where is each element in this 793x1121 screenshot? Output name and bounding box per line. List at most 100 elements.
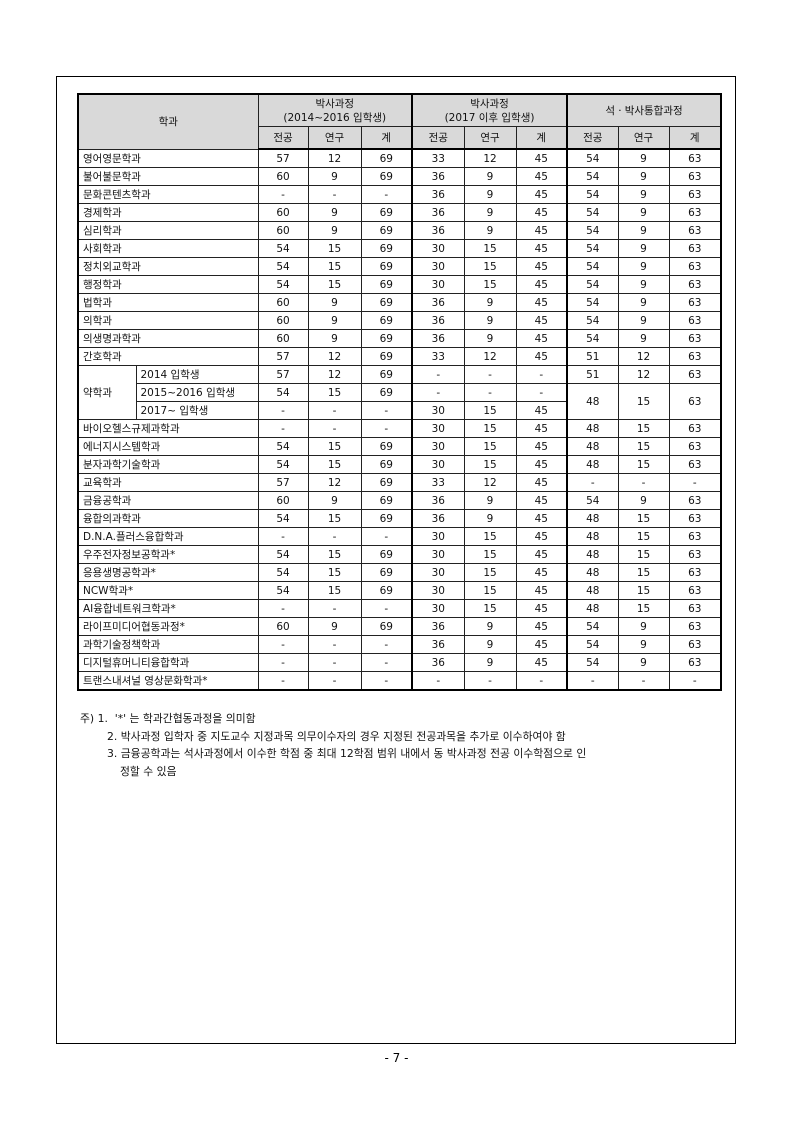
table-cell: - xyxy=(566,671,619,691)
table-cell: 9 xyxy=(617,167,670,186)
table-cell: 45 xyxy=(515,275,568,294)
table-cell: 15 xyxy=(307,581,362,600)
table-cell: 9 xyxy=(463,329,517,348)
header-sub-col: 계 xyxy=(668,126,722,150)
table-cell: 45 xyxy=(515,509,568,528)
table-cell: 69 xyxy=(360,437,413,456)
dept-name: NCW학과* xyxy=(77,581,259,600)
table-cell: 45 xyxy=(515,437,568,456)
table-cell: 15 xyxy=(617,419,670,438)
table-cell: - xyxy=(360,419,413,438)
table-cell: 63 xyxy=(668,599,722,618)
table-cell: 54 xyxy=(566,257,619,276)
table-cell-merged: 48 xyxy=(566,383,619,420)
table-cell: - xyxy=(307,527,362,546)
table-cell: 15 xyxy=(463,419,517,438)
table-cell: 45 xyxy=(515,347,568,366)
table-cell: 48 xyxy=(566,527,619,546)
table-cell: 9 xyxy=(617,239,670,258)
table-cell: 45 xyxy=(515,527,568,546)
table-cell: 9 xyxy=(307,329,362,348)
table-cell: 30 xyxy=(411,563,465,582)
dept-name: 심리학과 xyxy=(77,221,259,240)
table-cell: 69 xyxy=(360,563,413,582)
header-sub-col: 계 xyxy=(515,126,568,150)
table-cell: 60 xyxy=(257,491,309,510)
table-cell: 48 xyxy=(566,437,619,456)
table-cell: 57 xyxy=(257,365,309,384)
table-cell: - xyxy=(257,671,309,691)
dept-name: 바이오헬스규제과학과 xyxy=(77,419,259,438)
dept-name: 우주전자정보공학과* xyxy=(77,545,259,564)
table-cell: 63 xyxy=(668,311,722,330)
footnote-1: 주) 1. '*' 는 학과간협동과정을 의미함 xyxy=(80,712,256,725)
table-cell: - xyxy=(257,599,309,618)
table-cell: 9 xyxy=(617,185,670,204)
table-cell: 30 xyxy=(411,257,465,276)
table-cell: 45 xyxy=(515,419,568,438)
dept-name: 트랜스내셔널 영상문화학과* xyxy=(77,671,259,691)
table-row: 법학과 60 9 69 36 9 45 54 9 63 xyxy=(77,293,722,312)
table-cell: 63 xyxy=(668,527,722,546)
table-cell: 36 xyxy=(411,635,465,654)
credit-requirements-table: 학과 박사과정 (2014~2016 입학생) 박사과정 (2017 이후 입학생)… xyxy=(77,93,723,691)
table-cell: - xyxy=(360,671,413,691)
table-cell: 15 xyxy=(617,563,670,582)
table-cell: - xyxy=(360,401,413,420)
table-cell: 15 xyxy=(463,581,517,600)
table-cell: 15 xyxy=(617,599,670,618)
table-cell: 54 xyxy=(257,437,309,456)
table-cell: 63 xyxy=(668,203,722,222)
table-row: 의생명과학과 60 9 69 36 9 45 54 9 63 xyxy=(77,329,722,348)
table-cell: 36 xyxy=(411,311,465,330)
table-cell: 45 xyxy=(515,599,568,618)
table-cell: 36 xyxy=(411,329,465,348)
table-cell: 36 xyxy=(411,203,465,222)
dept-name: 융합의과학과 xyxy=(77,509,259,528)
table-cell: 69 xyxy=(360,203,413,222)
table-cell: 63 xyxy=(668,148,722,168)
table-cell: 60 xyxy=(257,311,309,330)
table-cell: - xyxy=(411,383,465,402)
dept-name: 에너지시스템학과 xyxy=(77,437,259,456)
table-row: 트랜스내셔널 영상문화학과* - - - - - - - - - xyxy=(77,671,722,691)
table-cell: 9 xyxy=(617,311,670,330)
table-row: 정치외교학과 54 15 69 30 15 45 54 9 63 xyxy=(77,257,722,276)
header-group-phd-2014: 박사과정 (2014~2016 입학생) xyxy=(257,93,413,127)
table-cell: 15 xyxy=(617,437,670,456)
header-sub-col: 전공 xyxy=(566,126,619,150)
table-cell: 36 xyxy=(411,509,465,528)
dept-name: 경제학과 xyxy=(77,203,259,222)
table-cell: 69 xyxy=(360,329,413,348)
table-cell: 69 xyxy=(360,491,413,510)
table-cell: 69 xyxy=(360,293,413,312)
table-cell: 60 xyxy=(257,203,309,222)
table-cell: 9 xyxy=(463,203,517,222)
table-cell: 54 xyxy=(257,275,309,294)
table-cell: 30 xyxy=(411,239,465,258)
table-cell: 15 xyxy=(307,563,362,582)
table-cell: 63 xyxy=(668,653,722,672)
table-cell: 15 xyxy=(463,527,517,546)
table-cell: 45 xyxy=(515,455,568,474)
table-cell: 33 xyxy=(411,148,465,168)
table-cell: 54 xyxy=(257,383,309,402)
table-cell: 69 xyxy=(360,473,413,492)
table-cell: 48 xyxy=(566,563,619,582)
table-cell: 63 xyxy=(668,293,722,312)
dept-name: 법학과 xyxy=(77,293,259,312)
table-cell: 54 xyxy=(566,617,619,636)
table-cell: 54 xyxy=(566,635,619,654)
table-cell: 15 xyxy=(307,545,362,564)
table-cell: - xyxy=(257,635,309,654)
table-cell: 30 xyxy=(411,527,465,546)
table-cell: 69 xyxy=(360,347,413,366)
table-cell: 9 xyxy=(617,635,670,654)
table-cell: - xyxy=(566,473,619,492)
table-cell: 69 xyxy=(360,221,413,240)
table-cell: 9 xyxy=(463,311,517,330)
table-cell: 15 xyxy=(617,527,670,546)
table-cell: - xyxy=(463,365,517,384)
table-cell: 45 xyxy=(515,491,568,510)
table-cell: 69 xyxy=(360,167,413,186)
